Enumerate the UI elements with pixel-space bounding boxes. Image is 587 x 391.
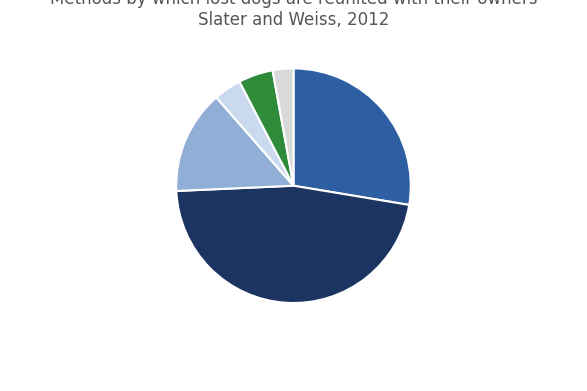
Wedge shape: [217, 82, 294, 186]
Wedge shape: [294, 68, 411, 205]
Wedge shape: [176, 186, 409, 303]
Wedge shape: [176, 97, 294, 191]
Wedge shape: [272, 68, 294, 186]
Title: Methods by which lost dogs are reunited with their owners
Slater and Weiss, 2012: Methods by which lost dogs are reunited …: [50, 0, 537, 29]
Wedge shape: [239, 70, 294, 186]
